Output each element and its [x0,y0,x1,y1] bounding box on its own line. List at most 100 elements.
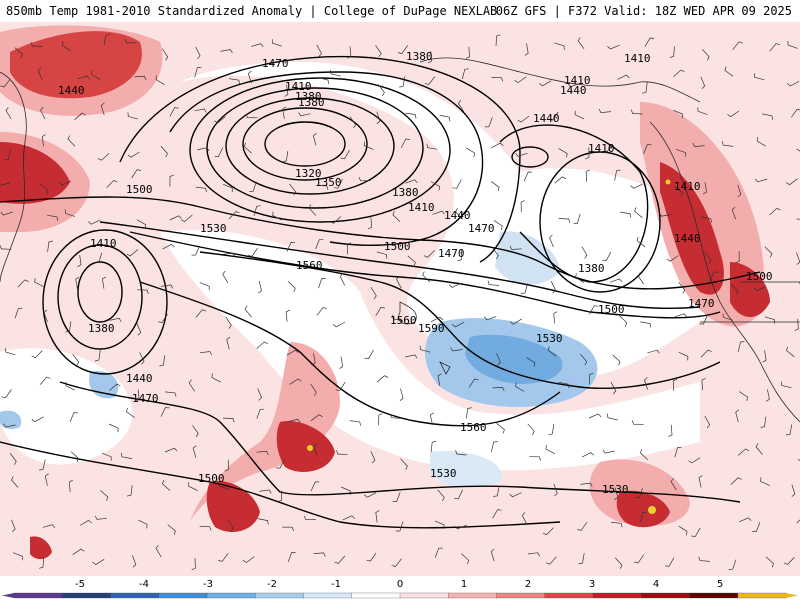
wind-barb [692,142,705,147]
wind-barb [30,42,43,47]
colorbar-max-cap [786,593,798,598]
wind-barb [794,318,799,331]
wind-barb [392,210,401,223]
wind-barb [496,353,501,366]
wind-barb [243,142,252,154]
wind-barb [589,372,594,385]
wind-barb [271,39,283,47]
wind-barb [127,112,138,120]
wind-barb [136,219,147,229]
wind-barb [635,488,643,499]
wind-barb [577,37,585,50]
wind-barb [289,183,297,196]
wind-barb [405,179,418,184]
wind-barb [97,153,110,161]
wind-barb [287,281,296,293]
wind-barb [523,171,533,182]
contour-label: 1410 [624,52,651,65]
wind-barb [492,509,502,519]
contour-label: 1560 [460,421,487,434]
wind-barb [483,316,497,321]
wind-barb [796,519,800,524]
wind-barb [349,116,357,129]
wind-barb [422,271,431,283]
contour-label: 1560 [296,259,323,272]
wind-barb [298,112,311,117]
wind-barb [668,424,673,437]
wind-barb [5,107,12,120]
wind-barb [124,38,137,44]
wind-barb [223,252,236,258]
contour-label: 1350 [315,176,342,189]
wind-barb [520,283,528,294]
wind-barb [527,423,535,436]
wind-barb [0,245,12,250]
wind-barb [490,181,500,192]
wind-barb [169,174,174,187]
contour-label: 1440 [533,112,560,125]
wind-barb [709,271,719,281]
wind-barb [755,443,763,455]
contour-label: 1440 [444,209,471,222]
wind-barb [197,147,210,152]
wind-barb [610,382,617,395]
wind-barb [159,355,166,367]
wind-barb [509,492,522,498]
wind-barb [256,408,265,419]
wind-barb [699,314,708,325]
wind-barb [517,115,530,123]
wind-barb [400,138,410,149]
wind-barb [106,180,118,188]
wind-barb [310,414,323,422]
wind-barb [395,521,404,532]
wind-barb [100,490,109,501]
anomaly-map: 1470 1440 1410 1380 1320 1350 1380 1410 … [0,22,800,576]
wind-barb [722,313,733,321]
wind-barb [376,111,381,124]
wind-barb [558,148,568,158]
wind-barb [465,407,472,419]
wind-barb [739,391,748,401]
wind-barb [188,482,198,491]
colorbar-tick-label: -2 [267,579,277,590]
wind-barb [288,418,301,423]
wind-barb [392,314,403,322]
wind-barb [72,548,85,555]
wind-barb [329,216,342,224]
colorbar-swatch [737,592,787,599]
wind-barb [514,76,527,84]
wind-barb [670,478,677,491]
wind-barb [678,281,686,294]
wind-barb [313,443,318,456]
wind-barb [495,34,501,47]
colorbar-swatch [496,592,546,599]
wind-barb [162,48,169,61]
wind-barb [375,307,385,316]
wind-barb [399,76,406,88]
wind-barb [607,413,618,421]
wind-barb [702,182,707,195]
wind-barb [704,415,711,429]
wind-barb [0,78,11,88]
wind-barb [94,252,103,264]
wind-barb [578,553,585,565]
wind-barb [376,251,388,259]
wind-barb [286,349,299,356]
wind-barb [275,459,286,469]
wind-barb [330,69,341,77]
wind-barb [109,317,122,322]
wind-barb [631,420,644,425]
map-title: 850mb Temp 1981-2010 Standardized Anomal… [6,4,498,18]
wind-barb [220,49,233,54]
wind-barb [72,353,80,366]
wind-barb [457,249,462,262]
contour-label: 1410 [588,142,615,155]
wind-barb [437,489,445,502]
wind-barb [542,527,554,536]
wind-barb [704,252,712,264]
wind-barb [732,41,743,50]
wind-barb [47,214,59,221]
wind-barb [575,273,585,283]
wind-barb [17,279,29,288]
